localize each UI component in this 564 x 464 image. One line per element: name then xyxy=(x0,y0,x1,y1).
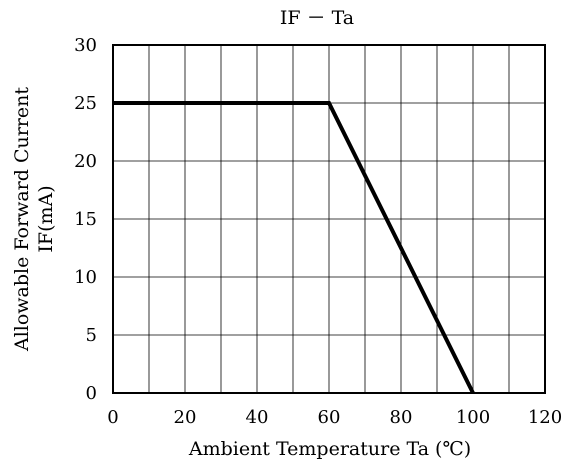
y-tick-label-25: 25 xyxy=(74,93,97,114)
x-tick-labels: 0 20 40 60 80 100 120 xyxy=(107,407,562,428)
y-tick-label-5: 5 xyxy=(86,325,97,346)
y-tick-label-30: 30 xyxy=(74,35,97,56)
x-axis-label: Ambient Temperature Ta (℃) xyxy=(188,438,471,460)
x-tick-label-0: 0 xyxy=(107,407,118,428)
y-axis-label: Allowable Forward Current IF(mA) xyxy=(11,87,57,352)
x-tick-label-40: 40 xyxy=(246,407,269,428)
grid xyxy=(113,45,545,393)
series-line-0 xyxy=(113,101,475,394)
x-tick-label-20: 20 xyxy=(174,407,197,428)
y-axis-label-line-1: Allowable Forward Current xyxy=(11,87,33,352)
series-layer xyxy=(113,101,475,394)
y-tick-label-0: 0 xyxy=(86,383,97,404)
x-tick-label-60: 60 xyxy=(318,407,341,428)
y-axis-label-line-2: IF(mA) xyxy=(35,185,57,252)
x-tick-label-120: 120 xyxy=(528,407,562,428)
plot-frame xyxy=(112,44,546,394)
x-tick-label-80: 80 xyxy=(390,407,413,428)
y-tick-labels: 0 5 10 15 20 25 30 xyxy=(74,35,97,404)
y-tick-label-10: 10 xyxy=(74,267,97,288)
x-tick-label-100: 100 xyxy=(456,407,490,428)
y-tick-label-20: 20 xyxy=(74,151,97,172)
chart-title: IF － Ta xyxy=(280,7,354,29)
y-tick-label-15: 15 xyxy=(74,209,97,230)
